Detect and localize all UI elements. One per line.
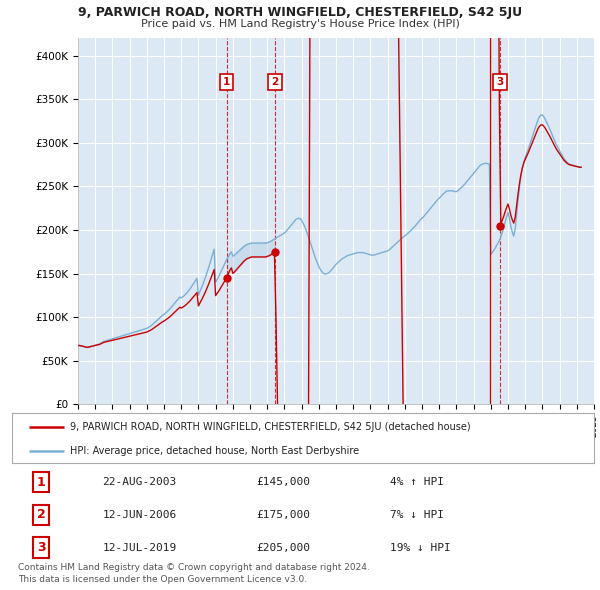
Text: 2: 2: [37, 509, 46, 522]
Text: 3: 3: [496, 77, 503, 87]
Text: 9, PARWICH ROAD, NORTH WINGFIELD, CHESTERFIELD, S42 5JU: 9, PARWICH ROAD, NORTH WINGFIELD, CHESTE…: [78, 6, 522, 19]
Text: 9, PARWICH ROAD, NORTH WINGFIELD, CHESTERFIELD, S42 5JU (detached house): 9, PARWICH ROAD, NORTH WINGFIELD, CHESTE…: [70, 422, 471, 432]
Text: 12-JUN-2006: 12-JUN-2006: [102, 510, 176, 520]
Text: 19% ↓ HPI: 19% ↓ HPI: [391, 543, 451, 553]
Text: HPI: Average price, detached house, North East Derbyshire: HPI: Average price, detached house, Nort…: [70, 445, 359, 455]
Text: 1: 1: [37, 476, 46, 489]
Text: £145,000: £145,000: [256, 477, 310, 487]
Text: 1: 1: [223, 77, 230, 87]
Text: £205,000: £205,000: [256, 543, 310, 553]
Text: 2: 2: [271, 77, 278, 87]
Text: Price paid vs. HM Land Registry's House Price Index (HPI): Price paid vs. HM Land Registry's House …: [140, 19, 460, 29]
Text: This data is licensed under the Open Government Licence v3.0.: This data is licensed under the Open Gov…: [18, 575, 307, 584]
Text: 12-JUL-2019: 12-JUL-2019: [102, 543, 176, 553]
Text: £175,000: £175,000: [256, 510, 310, 520]
Text: Contains HM Land Registry data © Crown copyright and database right 2024.: Contains HM Land Registry data © Crown c…: [18, 563, 370, 572]
Text: 3: 3: [37, 541, 46, 554]
Text: 7% ↓ HPI: 7% ↓ HPI: [391, 510, 444, 520]
Text: 22-AUG-2003: 22-AUG-2003: [102, 477, 176, 487]
Text: 4% ↑ HPI: 4% ↑ HPI: [391, 477, 444, 487]
